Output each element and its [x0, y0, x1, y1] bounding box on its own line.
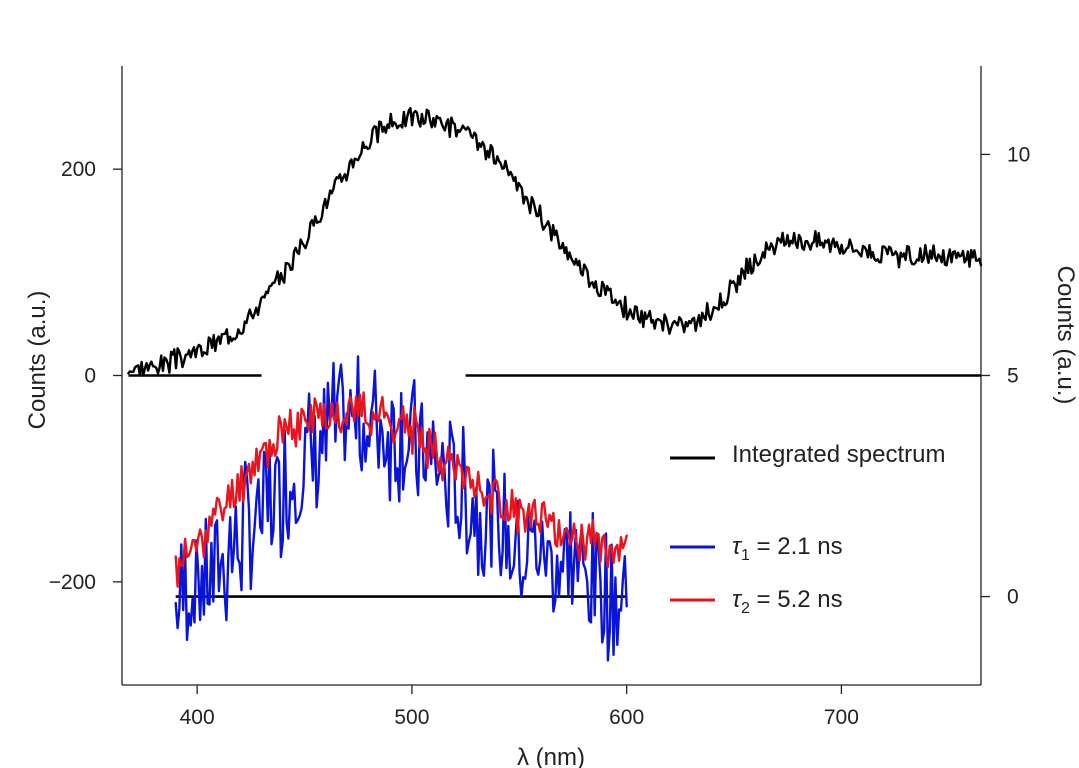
x-axis-ticks: 400 500 600 700	[180, 685, 859, 729]
legend-tau2-sub: 2	[741, 600, 750, 617]
legend-item-tau1: τ1 = 2.1 ns	[670, 533, 843, 564]
left-tick-label: −200	[49, 571, 96, 594]
y-axis-label-right: Counts (a.u.)	[1052, 266, 1079, 405]
left-tick-label: 0	[84, 365, 96, 388]
right-axis-ticks: 0 5 10	[981, 143, 1030, 609]
right-tick-label: 5	[1007, 365, 1019, 388]
legend-label-tau1: τ1 = 2.1 ns	[732, 533, 843, 564]
series-layer	[127, 106, 983, 662]
legend-tau2-main: τ	[732, 586, 743, 613]
legend-tau1-sub: 1	[741, 547, 750, 564]
x-tick-label: 700	[824, 706, 859, 729]
x-tick-label: 600	[609, 706, 644, 729]
x-axis-label: λ (nm)	[517, 744, 585, 768]
zero-baselines	[128, 374, 981, 598]
legend-label-integrated: Integrated spectrum	[732, 441, 945, 468]
legend-tau1-main: τ	[732, 533, 743, 560]
x-tick-label: 400	[180, 706, 215, 729]
right-tick-label: 10	[1007, 143, 1030, 166]
right-tick-label: 0	[1007, 586, 1019, 609]
legend: Integrated spectrum τ1 = 2.1 ns τ2 = 5.2…	[670, 441, 945, 617]
legend-label-tau2: τ2 = 5.2 ns	[732, 586, 843, 617]
legend-item-integrated: Integrated spectrum	[670, 441, 945, 468]
legend-item-tau2: τ2 = 5.2 ns	[670, 586, 843, 617]
left-axis-ticks: −200 0 200	[49, 158, 122, 594]
series-line-0	[127, 106, 983, 377]
y-axis-label-left: Counts (a.u.)	[24, 291, 51, 430]
series-line-2	[174, 391, 628, 588]
legend-tau2-rest: = 5.2 ns	[750, 586, 843, 613]
series-line-1	[174, 355, 628, 662]
legend-tau1-rest: = 2.1 ns	[750, 533, 843, 560]
x-tick-label: 500	[394, 706, 429, 729]
left-tick-label: 200	[61, 158, 96, 181]
